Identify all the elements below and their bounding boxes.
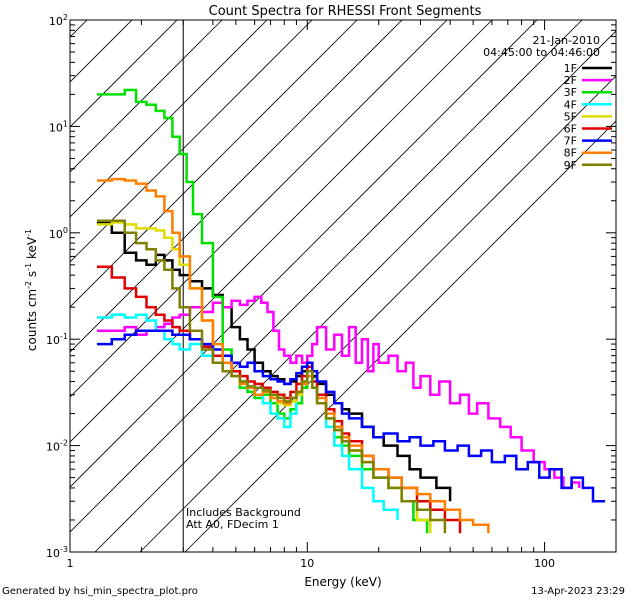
x-axis-label: Energy (keV) <box>304 575 381 589</box>
hatch-line <box>184 120 616 552</box>
hatch-line <box>139 75 616 552</box>
legend-date: 21-Jan-2010 <box>533 34 601 47</box>
y-label-exp2: -1 <box>24 263 33 271</box>
hatch-line <box>70 20 133 83</box>
series-layer <box>97 88 606 534</box>
y-tick-base: 10 <box>49 15 63 28</box>
legend-label-5f: 5F <box>564 110 577 123</box>
chart-title: Count Spectra for RHESSI Front Segments <box>209 4 482 19</box>
x-tick-label: 10 <box>300 557 314 570</box>
hatch-line <box>70 20 313 263</box>
x-tick-labels: 1 10 100 <box>67 557 556 570</box>
hatched-region <box>70 20 616 552</box>
hatch-line <box>70 20 358 308</box>
legend-label-1f: 1F <box>564 62 577 75</box>
series-line-5f <box>97 221 432 534</box>
legend-label-8f: 8F <box>564 147 577 160</box>
hatch-line <box>70 20 583 533</box>
y-tick-exp: -2 <box>60 439 68 448</box>
legend-label-7f: 7F <box>564 135 577 148</box>
legend-label-6f: 6F <box>564 123 577 136</box>
series-line-9f <box>97 219 447 534</box>
hatch-line <box>70 20 403 353</box>
y-tick-base: 10 <box>49 228 63 241</box>
y-tick-label: 101 <box>49 119 68 134</box>
y-tick-label: 10-3 <box>46 545 68 560</box>
legend-label-3f: 3F <box>564 86 577 99</box>
hatch-line <box>70 20 268 218</box>
y-tick-base: 10 <box>46 547 60 560</box>
footer-timestamp: 13-Apr-2023 23:29 <box>531 586 625 597</box>
y-label-exp1: -2 <box>24 281 33 289</box>
y-tick-exp: 2 <box>63 13 68 22</box>
hatch-line <box>70 20 178 128</box>
y-tick-base: 10 <box>46 334 60 347</box>
hatch-line <box>70 20 88 38</box>
y-label-exp3: -1 <box>24 229 33 237</box>
hatch-line <box>70 20 493 443</box>
series-line-3f <box>97 88 429 534</box>
annotation-background: Includes Background <box>186 506 301 519</box>
y-tick-exp: 1 <box>63 119 68 128</box>
y-tick-base: 10 <box>49 121 63 134</box>
legend-label-9f: 9F <box>564 159 577 172</box>
y-tick-label: 102 <box>49 13 68 28</box>
y-tick-exp: -3 <box>60 545 68 554</box>
legend-time-range: 04:45:00 to 04:46:00 <box>483 46 600 59</box>
series-line-2f <box>97 295 581 490</box>
hatch-line <box>70 20 223 173</box>
y-tick-label: 10-2 <box>46 439 68 454</box>
axis-ticks <box>69 19 617 553</box>
plot-frame <box>69 19 617 553</box>
y-tick-base: 10 <box>46 441 60 454</box>
y-label-main: counts cm <box>25 289 39 351</box>
hatch-line <box>94 30 616 552</box>
hatch-line <box>70 20 448 398</box>
series-line-8f <box>97 177 490 534</box>
y-axis-label: counts cm-2 s-1 keV-1 <box>24 229 39 351</box>
annotation-attenuator: Att A0, FDecim 1 <box>186 518 279 531</box>
hatch-line <box>70 20 538 488</box>
x-tick-label: 100 <box>534 557 555 570</box>
legend-label-4f: 4F <box>564 98 577 111</box>
x-tick-label: 1 <box>67 557 74 570</box>
footer-generator: Generated by hsi_min_spectra_plot.pro <box>2 586 198 597</box>
y-label-tail: keV <box>25 236 39 263</box>
y-tick-exp: 0 <box>63 226 68 235</box>
y-tick-label: 10-1 <box>46 332 68 347</box>
y-tick-exp: -1 <box>60 332 68 341</box>
series-line-4f <box>97 313 399 520</box>
y-tick-label: 100 <box>49 226 68 241</box>
legend-label-2f: 2F <box>564 74 577 87</box>
series-line-7f <box>97 329 606 503</box>
y-label-mid: s <box>25 271 39 281</box>
